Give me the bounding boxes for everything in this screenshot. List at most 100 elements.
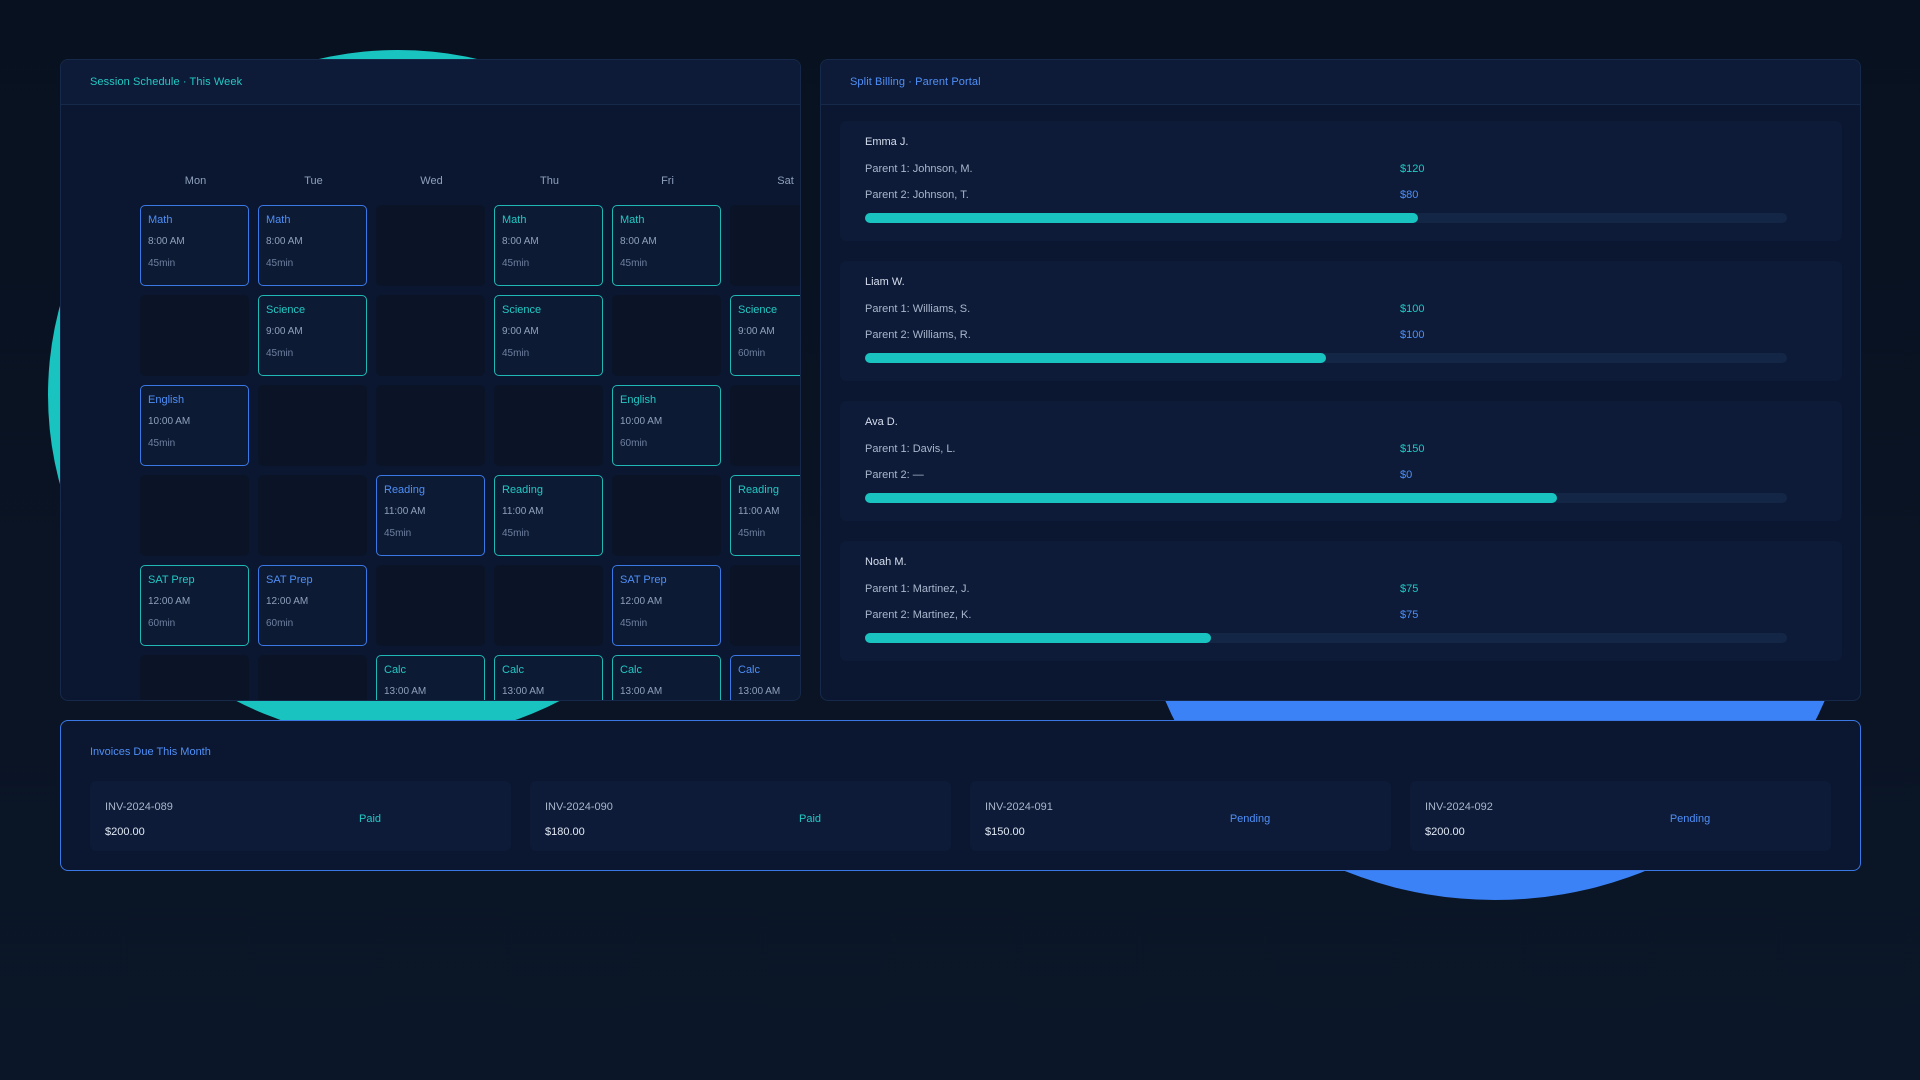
- session-time: 13:00 AM: [738, 686, 781, 697]
- invoice-status-text: Pending: [1669, 813, 1711, 825]
- invoice-card[interactable]: INV-2024-090 $180.00 Paid: [530, 781, 951, 851]
- session-block[interactable]: SAT Prep 12:00 AM 45min: [612, 565, 721, 646]
- invoice-card[interactable]: INV-2024-092 $200.00 Pending: [1410, 781, 1831, 851]
- session-subject: Math: [620, 214, 645, 226]
- session-block[interactable]: SAT Prep 12:00 AM 60min: [140, 565, 249, 646]
- session-block[interactable]: English 10:00 AM 45min: [140, 385, 249, 466]
- weekday-label: Fri: [661, 175, 674, 187]
- split-billing-panel: Split Billing · Parent Portal Emma J. Par…: [820, 59, 1861, 701]
- session-block[interactable]: Math 8:00 AM 45min: [494, 205, 603, 286]
- invoice-status-text: Pending: [1229, 813, 1271, 825]
- empty-slot: [258, 385, 367, 466]
- session-time: 13:00 AM: [502, 686, 545, 697]
- parent-2-name: Parent 2: Martinez, K.: [865, 609, 972, 621]
- session-time: 10:00 AM: [620, 416, 663, 427]
- session-duration: 45min: [502, 348, 530, 359]
- session-block[interactable]: Math 8:00 AM 45min: [612, 205, 721, 286]
- empty-slot: [612, 295, 721, 376]
- session-subject: Science: [738, 304, 778, 316]
- weekday-label: Thu: [540, 175, 559, 187]
- session-time: 12:00 AM: [148, 596, 191, 607]
- weekday-label: Mon: [184, 175, 207, 187]
- session-subject: Calc: [384, 664, 407, 676]
- split-progress-track: [865, 633, 1787, 643]
- session-duration: 45min: [502, 528, 530, 539]
- session-subject: Science: [502, 304, 542, 316]
- session-subject: Math: [148, 214, 173, 226]
- parent-1-name: Parent 1: Martinez, J.: [865, 583, 970, 595]
- empty-slot: [376, 205, 485, 286]
- session-time: 9:00 AM: [502, 326, 539, 337]
- session-block[interactable]: Reading 11:00 AM 45min: [730, 475, 800, 556]
- weekday-label: Wed: [420, 175, 443, 187]
- session-subject: SAT Prep: [620, 574, 667, 586]
- invoice-card[interactable]: INV-2024-091 $150.00 Pending: [970, 781, 1391, 851]
- student-name: Noah M.: [865, 556, 907, 568]
- session-block[interactable]: SAT Prep 12:00 AM 60min: [258, 565, 367, 646]
- parent-2-amount: $75: [1400, 609, 1419, 621]
- empty-slot: [494, 385, 603, 466]
- session-subject: Reading: [384, 484, 425, 496]
- session-duration: 45min: [738, 528, 766, 539]
- empty-slot: [376, 295, 485, 376]
- empty-slot: [730, 385, 800, 466]
- parent-1-amount: $120: [1400, 163, 1425, 175]
- session-block[interactable]: Reading 11:00 AM 45min: [376, 475, 485, 556]
- session-block[interactable]: Science 9:00 AM 60min: [730, 295, 800, 376]
- session-subject: Calc: [620, 664, 643, 676]
- session-time: 12:00 AM: [620, 596, 663, 607]
- session-block[interactable]: Reading 11:00 AM 45min: [494, 475, 603, 556]
- session-subject: English: [148, 394, 185, 406]
- empty-slot: [612, 475, 721, 556]
- student-name: Ava D.: [865, 416, 898, 428]
- split-progress-fill: [865, 213, 1419, 223]
- session-duration: 60min: [148, 618, 176, 629]
- session-time: 11:00 AM: [384, 506, 426, 517]
- invoice-id: INV-2024-092: [1425, 801, 1493, 813]
- invoice-id: INV-2024-091: [985, 801, 1053, 813]
- billing-panel-title: Split Billing · Parent Portal: [821, 60, 1860, 105]
- session-block[interactable]: Science 9:00 AM 45min: [258, 295, 367, 376]
- invoice-amount: $200.00: [1425, 826, 1465, 838]
- parent-2-amount: $100: [1400, 329, 1425, 341]
- parent-2-amount: $0: [1400, 469, 1413, 481]
- empty-slot: [258, 655, 367, 700]
- session-time: 8:00 AM: [148, 236, 185, 247]
- student-name: Emma J.: [865, 136, 909, 148]
- session-schedule-panel: Session Schedule · This Week Mon Tue Wed Th…: [60, 59, 801, 701]
- session-subject: SAT Prep: [266, 574, 313, 586]
- student-billing-card: Noah M. Parent 1: Martinez, J. $75 Parent 2…: [840, 541, 1842, 661]
- split-progress-track: [865, 213, 1787, 223]
- parent-1-amount: $75: [1400, 583, 1419, 595]
- session-time: 11:00 AM: [502, 506, 544, 517]
- student-name: Liam W.: [865, 276, 905, 288]
- session-time: 13:00 AM: [620, 686, 663, 697]
- session-subject: SAT Prep: [148, 574, 195, 586]
- session-subject: English: [620, 394, 657, 406]
- parent-2-name: Parent 2: Williams, R.: [865, 329, 971, 341]
- empty-slot: [376, 565, 485, 646]
- parent-2-name: Parent 2: Johnson, T.: [865, 189, 969, 201]
- session-block[interactable]: English 10:00 AM 60min: [612, 385, 721, 466]
- invoice-card[interactable]: INV-2024-089 $200.00 Paid: [90, 781, 511, 851]
- session-duration: 45min: [148, 438, 176, 449]
- session-duration: 45min: [148, 258, 176, 269]
- session-subject: Reading: [502, 484, 543, 496]
- session-time: 8:00 AM: [266, 236, 303, 247]
- session-block[interactable]: Science 9:00 AM 45min: [494, 295, 603, 376]
- invoices-panel-title: Invoices Due This Month: [90, 746, 211, 758]
- weekday-label: Tue: [304, 175, 323, 187]
- session-duration: 60min: [266, 618, 294, 629]
- parent-2-name: Parent 2: —: [865, 469, 924, 481]
- session-block[interactable]: Math 8:00 AM 45min: [140, 205, 249, 286]
- split-progress-track: [865, 493, 1787, 503]
- empty-slot: [494, 565, 603, 646]
- split-progress-fill: [865, 493, 1557, 503]
- session-block[interactable]: Math 8:00 AM 45min: [258, 205, 367, 286]
- parent-1-name: Parent 1: Johnson, M.: [865, 163, 973, 175]
- schedule-grid: Math 8:00 AM 45min Math 8:00 AM 45min Math 8:00…: [140, 205, 800, 700]
